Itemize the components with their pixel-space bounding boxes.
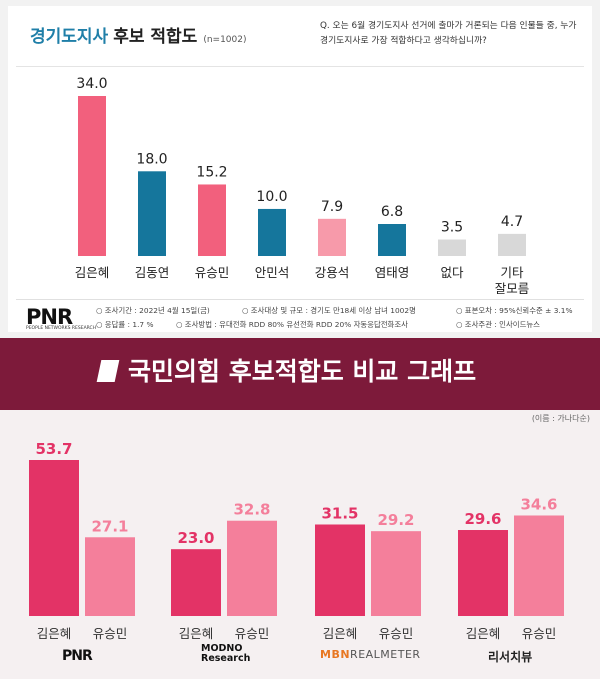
category-label: 김동연 xyxy=(135,265,170,280)
value-label: 3.5 xyxy=(441,220,463,236)
group-4-bar-2 xyxy=(514,515,564,616)
note-target: ○ 조사대상 및 규모 : 경기도 만18세 이상 남녀 1002명 xyxy=(242,306,416,315)
survey-question: Q. 오는 6월 경기도지사 선거에 출마가 거론되는 다음 인물들 중, 누가… xyxy=(320,21,577,46)
category-label: 김은혜 xyxy=(75,265,110,280)
group-4-bar-1 xyxy=(458,530,508,616)
bar-8 xyxy=(498,233,526,256)
title-prefix: 경기도지사 xyxy=(30,27,109,47)
group-category-label: 김은혜 xyxy=(179,626,214,641)
top-bar-chart: 34.0 김은혜 18.0 김동연 15.2 유승민 10.0 안민석 7.9 강용석 6.8 염태영… xyxy=(75,76,530,296)
group-3-bar-2 xyxy=(371,531,421,616)
group-category-label: 유승민 xyxy=(93,626,128,641)
group-value-label: 27.1 xyxy=(91,517,128,535)
group-category-label: 김은혜 xyxy=(466,626,501,641)
source-logo-researchview: 리서치뷰 xyxy=(488,650,533,664)
value-label: 10.0 xyxy=(256,189,287,205)
bar-3 xyxy=(198,184,226,256)
comparison-panel: (이름 : 가나다순) 53.7 김은혜 27.1 유승민 23.0 김은혜 32.8 유승민… xyxy=(0,410,600,679)
source-logo-pnr: PNR xyxy=(62,648,93,664)
value-label: 34.0 xyxy=(76,76,107,92)
group-value-label: 53.7 xyxy=(35,440,72,458)
bar-5 xyxy=(318,218,346,256)
group-category-label: 유승민 xyxy=(522,626,557,641)
value-label: 6.8 xyxy=(381,204,403,220)
footer-divider xyxy=(16,299,584,300)
group-category-label: 김은혜 xyxy=(37,626,72,641)
bar-1 xyxy=(78,96,106,256)
group-value-label: 29.2 xyxy=(377,511,414,529)
title-suffix: 후보 적합도 xyxy=(113,27,198,47)
note-period: ○ 조사기간 : 2022년 4월 15일(금) xyxy=(96,306,210,315)
group-value-label: 23.0 xyxy=(177,529,214,547)
group-value-label: 29.6 xyxy=(464,510,501,528)
title-divider xyxy=(16,66,584,67)
source-logo-mbn-realmeter: MBNREALMETER xyxy=(320,648,421,661)
note-sponsor: ○ 조사주관 : 인사이드뉴스 xyxy=(456,320,540,329)
value-label: 7.9 xyxy=(321,199,343,215)
group-3-bar-1 xyxy=(315,524,365,616)
category-label: 없다 xyxy=(440,265,464,280)
bar-2 xyxy=(138,171,166,256)
group-2-bar-2 xyxy=(227,520,277,616)
group-category-label: 유승민 xyxy=(235,626,270,641)
group-value-label: 32.8 xyxy=(233,501,270,519)
group-category-label: 유승민 xyxy=(379,626,414,641)
group-category-label: 김은혜 xyxy=(323,626,358,641)
note-response-rate: ○ 응답률 : 1.7 % xyxy=(96,320,154,329)
group-1-bar-2 xyxy=(85,537,135,616)
category-label: 염태영 xyxy=(375,265,410,280)
bar-7 xyxy=(438,239,466,256)
category-label: 유승민 xyxy=(195,265,230,280)
group-1-bar-1 xyxy=(29,460,79,616)
pnr-logo: PNR xyxy=(26,305,73,329)
top-chart-card: 경기도지사 후보 적합도 (n=1002) Q. 오는 6월 경기도지사 선거에 출… xyxy=(8,6,592,332)
value-label: 15.2 xyxy=(196,164,227,180)
value-label: 4.7 xyxy=(501,214,523,230)
note-method: ○ 조사방법 : 유대전화 RDD 80% 유선전화 RDD 20% 자동응답전… xyxy=(176,320,408,329)
banner-title: 국민의힘 후보적합도 비교 그래프 xyxy=(128,357,477,386)
group-value-label: 31.5 xyxy=(321,504,358,522)
source-logo-modno: MODNO Research xyxy=(201,643,251,664)
note-error: ○ 표본오차 : 95%신뢰수준 ± 3.1% xyxy=(456,306,573,315)
top-chart-title: 경기도지사 후보 적합도 (n=1002) xyxy=(30,22,247,47)
comparison-bar-chart: 53.7 김은혜 27.1 유승민 23.0 김은혜 32.8 유승민 31.5 김은혜 29.2 유… xyxy=(29,440,564,641)
sample-size: (n=1002) xyxy=(203,35,247,45)
group-2-bar-1 xyxy=(171,549,221,616)
bar-6 xyxy=(378,224,406,256)
group-value-label: 34.6 xyxy=(520,495,557,513)
category-label: 기타 xyxy=(500,265,524,280)
name-order-note: (이름 : 가나다순) xyxy=(531,414,590,423)
category-label: 잘모름 xyxy=(495,281,530,296)
comparison-banner: 국민의힘 후보적합도 비교 그래프 xyxy=(0,338,600,410)
pnr-logo-subtitle: PEOPLE NETWORKS RESEARCH xyxy=(26,326,97,331)
category-label: 안민석 xyxy=(255,265,290,280)
value-label: 18.0 xyxy=(136,151,167,167)
top-panel: 경기도지사 후보 적합도 (n=1002) Q. 오는 6월 경기도지사 선거에 출… xyxy=(0,0,600,338)
category-label: 강용석 xyxy=(315,265,350,280)
bar-4 xyxy=(258,208,286,256)
